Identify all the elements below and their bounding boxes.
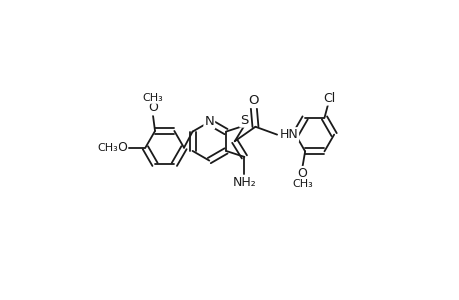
Text: CH₃: CH₃ xyxy=(142,93,163,103)
Text: O: O xyxy=(147,101,157,115)
Text: CH₃: CH₃ xyxy=(291,179,312,190)
Text: O: O xyxy=(297,167,307,180)
Text: O: O xyxy=(117,141,127,154)
Text: O: O xyxy=(248,94,258,107)
Text: S: S xyxy=(240,114,248,127)
Text: CH₃: CH₃ xyxy=(97,143,118,153)
Text: NH₂: NH₂ xyxy=(232,176,256,189)
Text: Cl: Cl xyxy=(322,92,335,105)
Text: HN: HN xyxy=(279,128,297,141)
Text: N: N xyxy=(204,116,214,128)
